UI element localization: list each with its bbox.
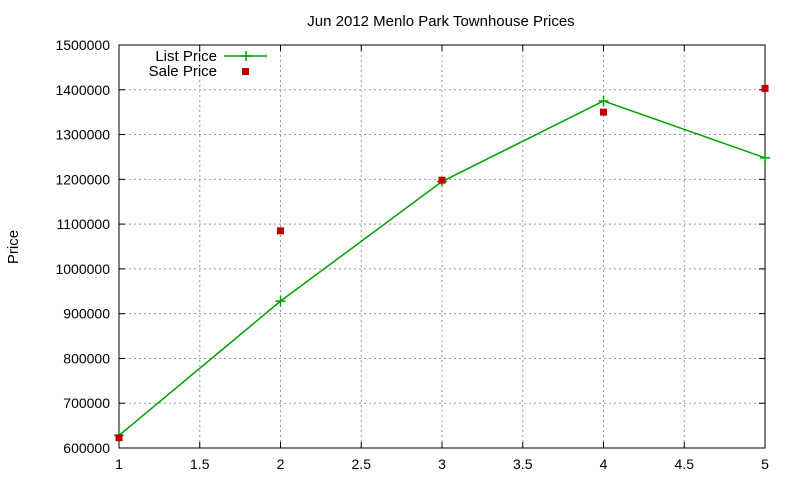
y-tick-label: 1200000 [55,171,110,187]
x-tick-label: 2 [277,456,285,472]
legend-label-sale-price: Sale Price [149,63,217,80]
list-price-point [598,95,609,106]
legend-marker-list-price [241,51,251,61]
y-tick-label: 1000000 [55,261,110,277]
y-tick-label: 600000 [63,440,110,456]
x-tick-label: 4 [600,456,608,472]
y-tick-label: 1100000 [57,216,111,232]
plot-frame [118,44,766,449]
list-price-point [760,152,770,163]
y-tick-label: 1300000 [55,127,110,143]
x-tick-label: 4.5 [675,456,695,472]
list-price-point [275,296,286,307]
y-tick-label: 800000 [63,350,110,366]
grid [119,45,765,448]
sale-price-point [438,176,446,184]
legend-label-list-price: List Price [155,48,217,65]
x-tick-label: 1 [115,456,123,472]
legend-marker-sale-price [242,68,249,75]
y-tick-label: 700000 [63,395,110,411]
legend: List Price Sale Price [149,48,267,80]
axes: 6000007000008000009000001000000110000012… [55,37,769,472]
y-tick-label: 1400000 [55,82,110,98]
x-tick-label: 5 [761,456,769,472]
chart-title: Jun 2012 Menlo Park Townhouse Prices [307,13,574,30]
x-tick-label: 1.5 [190,456,210,472]
y-tick-label: 900000 [63,306,110,322]
series [114,84,770,442]
sale-price-point [277,227,284,235]
sale-price-point [761,84,769,92]
x-tick-label: 3 [438,456,446,472]
x-tick-label: 3.5 [513,456,533,472]
sale-price-point [600,108,607,116]
y-tick-label: 1500000 [55,37,110,53]
x-tick-label: 2.5 [352,456,372,472]
y-axis-label: Price [5,230,22,264]
sale-price-point [115,434,123,442]
